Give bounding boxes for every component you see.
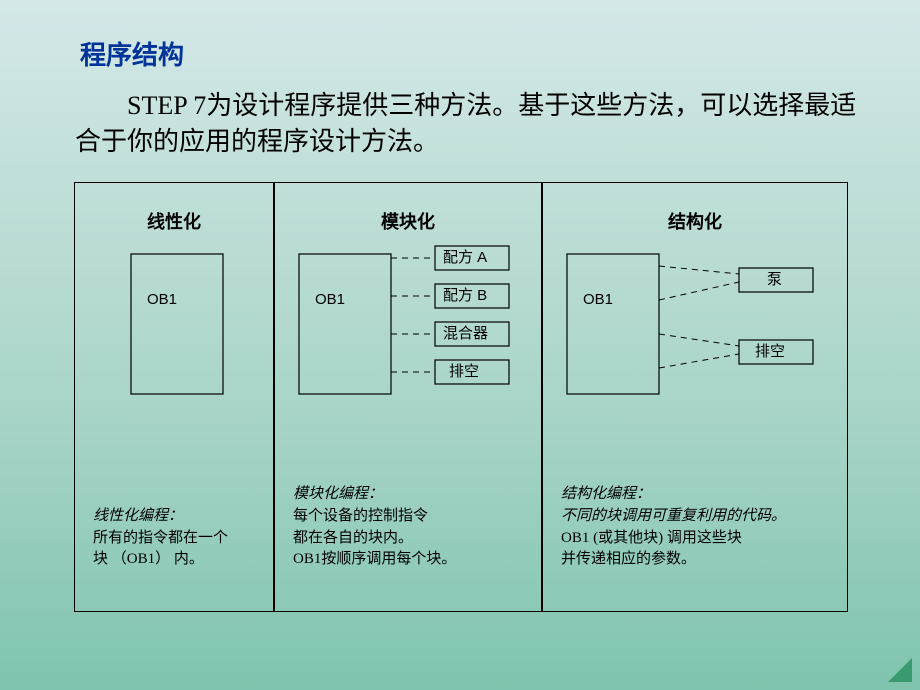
- block-label: OB1: [315, 291, 345, 308]
- panel-desc-em: 模块化编程：: [293, 484, 529, 506]
- connector-line: [659, 354, 739, 368]
- block-label: OB1: [583, 291, 613, 308]
- block-rect: [299, 254, 391, 394]
- panel-desc: 结构化编程：不同的块调用可重复利用的代码。OB1 (或其他块) 调用这些块并传递…: [561, 484, 835, 571]
- panel-desc-line: OB1 (或其他块) 调用这些块: [561, 528, 835, 550]
- block-label: OB1: [147, 291, 177, 308]
- block-rect: [567, 254, 659, 394]
- panel-head: 结构化: [543, 183, 847, 244]
- connector-line: [659, 282, 739, 300]
- panel-desc-line: 每个设备的控制指令: [293, 506, 529, 528]
- panel-desc-em: 线性化编程：: [93, 506, 261, 528]
- panel-desc-line: 并传递相应的参数。: [561, 549, 835, 571]
- connector-line: [659, 334, 739, 346]
- panel-desc-line: 不同的块调用可重复利用的代码。: [561, 506, 835, 528]
- panel-2: 结构化 OB1 泵排空结构化编程：不同的块调用可重复利用的代码。OB1 (或其他块)…: [542, 182, 848, 612]
- block-label: 混合器: [443, 325, 488, 342]
- panel-desc: 线性化编程：所有的指令都在一个块 （OB1） 内。: [93, 506, 261, 571]
- connector-line: [659, 266, 739, 274]
- panel-desc-line: 都在各自的块内。: [293, 528, 529, 550]
- block-label: 排空: [449, 363, 479, 380]
- panel-diagram: OB1 配方 A 配方 B 混合器排空: [275, 244, 543, 444]
- panels-row: 线性化 OB1 线性化编程：所有的指令都在一个块 （OB1） 内。 模块化 OB1 配方 …: [74, 182, 848, 612]
- panel-desc-line: 所有的指令都在一个: [93, 528, 261, 550]
- panel-desc-line: OB1按顺序调用每个块。: [293, 549, 529, 571]
- panel-head: 线性化: [75, 183, 273, 244]
- panel-desc-line: 块 （OB1） 内。: [93, 549, 261, 571]
- corner-fold: [888, 658, 912, 682]
- panel-head: 模块化: [275, 183, 541, 244]
- panel-diagram: OB1 泵排空: [543, 244, 849, 444]
- block-label: 排空: [755, 343, 785, 360]
- panel-1: 模块化 OB1 配方 A 配方 B 混合器排空模块化编程：每个设备的控制指令都在各自的块…: [274, 182, 542, 612]
- panel-desc-em: 结构化编程：: [561, 484, 835, 506]
- page-title: 程序结构: [80, 35, 184, 72]
- panel-diagram: OB1: [75, 244, 275, 444]
- intro-text: STEP 7为设计程序提供三种方法。基于这些方法，可以选择最适合于你的应用的程序…: [75, 88, 865, 161]
- block-rect: [131, 254, 223, 394]
- panel-desc: 模块化编程：每个设备的控制指令都在各自的块内。OB1按顺序调用每个块。: [293, 484, 529, 571]
- panel-0: 线性化 OB1 线性化编程：所有的指令都在一个块 （OB1） 内。: [74, 182, 274, 612]
- block-label: 配方 B: [443, 287, 487, 304]
- block-label: 泵: [767, 271, 782, 288]
- block-label: 配方 A: [443, 249, 487, 266]
